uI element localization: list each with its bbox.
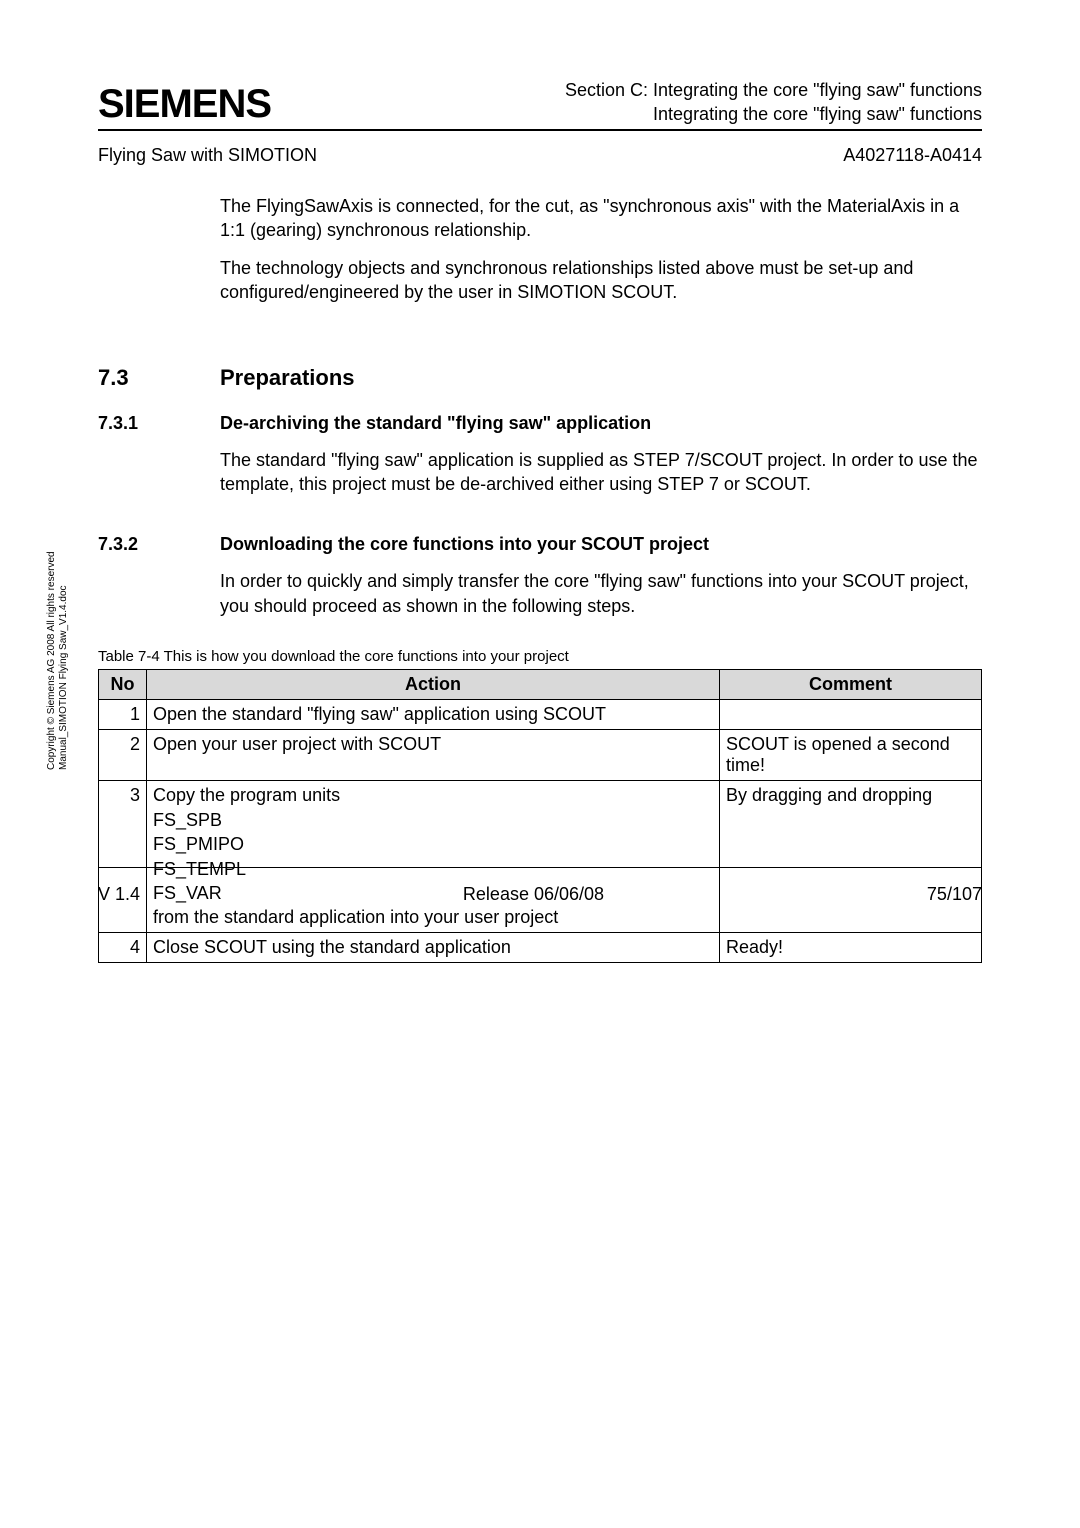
cell-no: 4 (99, 933, 147, 963)
unit: FS_PMIPO (153, 832, 713, 856)
col-no: No (99, 669, 147, 699)
doc-id: A4027118-A0414 (843, 145, 982, 166)
cell-action: Open your user project with SCOUT (147, 729, 720, 780)
section-7-3-1: 7.3.1 De-archiving the standard "flying … (98, 413, 982, 434)
side-copyright: Copyright © Siemens AG 2008 All rights r… (46, 551, 70, 770)
table-7-4: No Action Comment 1 Open the standard "f… (98, 669, 982, 963)
page-footer: V 1.4 Release 06/06/08 75/107 (98, 867, 982, 905)
table-row: 3 Copy the program units FS_SPB FS_PMIPO… (99, 780, 982, 932)
cell-no: 3 (99, 780, 147, 932)
table-row: 1 Open the standard "flying saw" applica… (99, 699, 982, 729)
header-right: Section C: Integrating the core "flying … (565, 78, 982, 127)
section-7-3-title: Preparations (220, 365, 355, 391)
cell-comment: By dragging and dropping (720, 780, 982, 932)
col-comment: Comment (720, 669, 982, 699)
action-post: from the standard application into your … (153, 907, 713, 928)
section-7-3-1-title: De-archiving the standard "flying saw" a… (220, 413, 651, 434)
doc-title: Flying Saw with SIMOTION (98, 145, 317, 166)
page-header: SIEMENS Section C: Integrating the core … (98, 78, 982, 131)
intro-p2: The technology objects and synchronous r… (220, 256, 982, 305)
section-7-3: 7.3 Preparations (98, 365, 982, 391)
footer-release: Release 06/06/08 (463, 884, 604, 905)
side-line2: Manual_SIMOTION Flying Saw_V1.4.doc (58, 551, 70, 770)
cell-comment (720, 699, 982, 729)
footer-rule (98, 867, 982, 868)
section-7-3-2: 7.3.2 Downloading the core functions int… (98, 534, 982, 555)
header-line2: Integrating the core "flying saw" functi… (565, 102, 982, 126)
header-line1: Section C: Integrating the core "flying … (565, 78, 982, 102)
col-action: Action (147, 669, 720, 699)
footer-version: V 1.4 (98, 884, 140, 905)
table-header-row: No Action Comment (99, 669, 982, 699)
sec732-p1: In order to quickly and simply transfer … (220, 569, 982, 618)
section-7-3-2-title: Downloading the core functions into your… (220, 534, 709, 555)
content: The FlyingSawAxis is connected, for the … (98, 194, 982, 964)
subheader: Flying Saw with SIMOTION A4027118-A0414 (98, 145, 982, 166)
sec731-p1: The standard "flying saw" application is… (220, 448, 982, 497)
siemens-logo: SIEMENS (98, 82, 271, 127)
section-7-3-num: 7.3 (98, 365, 220, 391)
cell-action: Close SCOUT using the standard applicati… (147, 933, 720, 963)
section-7-3-2-num: 7.3.2 (98, 534, 220, 555)
intro-p1: The FlyingSawAxis is connected, for the … (220, 194, 982, 243)
table-row: 2 Open your user project with SCOUT SCOU… (99, 729, 982, 780)
cell-comment: Ready! (720, 933, 982, 963)
side-line1: Copyright © Siemens AG 2008 All rights r… (46, 551, 58, 770)
cell-no: 2 (99, 729, 147, 780)
table-caption: Table 7-4 This is how you download the c… (98, 648, 982, 665)
cell-comment: SCOUT is opened a second time! (720, 729, 982, 780)
table-row: 4 Close SCOUT using the standard applica… (99, 933, 982, 963)
footer-page: 75/107 (927, 884, 982, 905)
section-7-3-1-num: 7.3.1 (98, 413, 220, 434)
cell-action: Copy the program units FS_SPB FS_PMIPO F… (147, 780, 720, 932)
cell-action: Open the standard "flying saw" applicati… (147, 699, 720, 729)
unit: FS_SPB (153, 808, 713, 832)
action-pre: Copy the program units (153, 785, 713, 806)
cell-no: 1 (99, 699, 147, 729)
